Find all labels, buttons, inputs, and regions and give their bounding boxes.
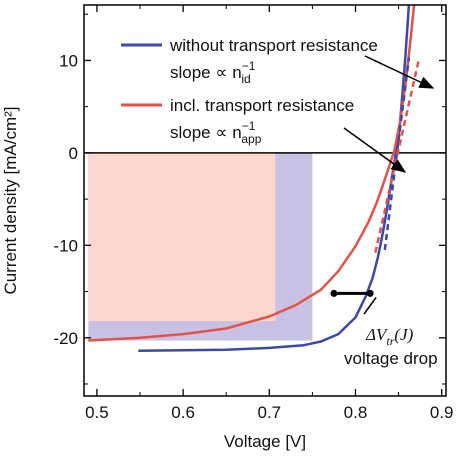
- x-tick-label-0: 0.5: [85, 403, 109, 422]
- delta-v-argument: (J): [394, 325, 413, 344]
- legend-slope-without-text: slope ∝ n: [170, 63, 242, 82]
- legend-slope-without-sup: −1: [242, 59, 256, 73]
- delta-v-label: ΔVtr(J): [365, 325, 414, 348]
- legend-slope-without-sub: id: [241, 72, 250, 86]
- delta-v-subscript: tr: [386, 334, 394, 348]
- y-tick-label-2: -10: [53, 236, 78, 255]
- delta-v-symbol: ΔV: [365, 325, 389, 344]
- voltage-drop-label: voltage drop: [344, 349, 438, 368]
- y-tick-label-0: 10: [59, 51, 78, 70]
- legend-label-without: without transport resistance: [169, 36, 378, 55]
- legend: without transport resistance slope ∝ n−1…: [121, 36, 378, 146]
- y-tick-label-1: 0: [69, 144, 78, 163]
- legend-slope-incl-sub: app: [241, 132, 261, 146]
- x-tick-label-2: 0.7: [257, 403, 281, 422]
- arrow-to-without-curve: [364, 55, 435, 89]
- legend-label-incl: incl. transport resistance: [170, 96, 354, 115]
- voltage-drop-dot-right: [366, 289, 374, 297]
- slope-lines: [374, 57, 421, 254]
- shaded-regions: [88, 152, 313, 341]
- y-tick-label-3: -20: [53, 329, 78, 348]
- axis-ticks: 0.5 0.6 0.7 0.8 0.9 10 0 -10 -20: [53, 5, 454, 422]
- voltage-drop-marker: [330, 289, 374, 297]
- x-axis-title: Voltage [V]: [224, 432, 306, 451]
- slope-line-1: [374, 57, 421, 254]
- legend-slope-incl: slope ∝ n−1 app: [170, 119, 262, 146]
- slope-line-0: [383, 57, 411, 251]
- x-tick-label-1: 0.6: [171, 403, 195, 422]
- x-tick-label-4: 0.9: [430, 403, 454, 422]
- legend-slope-incl-text: slope ∝ n: [170, 123, 242, 142]
- plot-frame: [83, 4, 447, 397]
- arrow-to-incl-curve: [343, 127, 407, 173]
- voltage-drop-dot-left: [330, 289, 338, 297]
- x-tick-label-3: 0.8: [344, 403, 368, 422]
- legend-slope-incl-sup: −1: [242, 119, 256, 133]
- y-axis-title: Current density [mA/cm²]: [1, 107, 20, 295]
- shaded-region-1: [88, 152, 276, 322]
- legend-slope-without: slope ∝ n−1 id: [170, 59, 256, 86]
- voltage-drop-pointer: [363, 296, 377, 315]
